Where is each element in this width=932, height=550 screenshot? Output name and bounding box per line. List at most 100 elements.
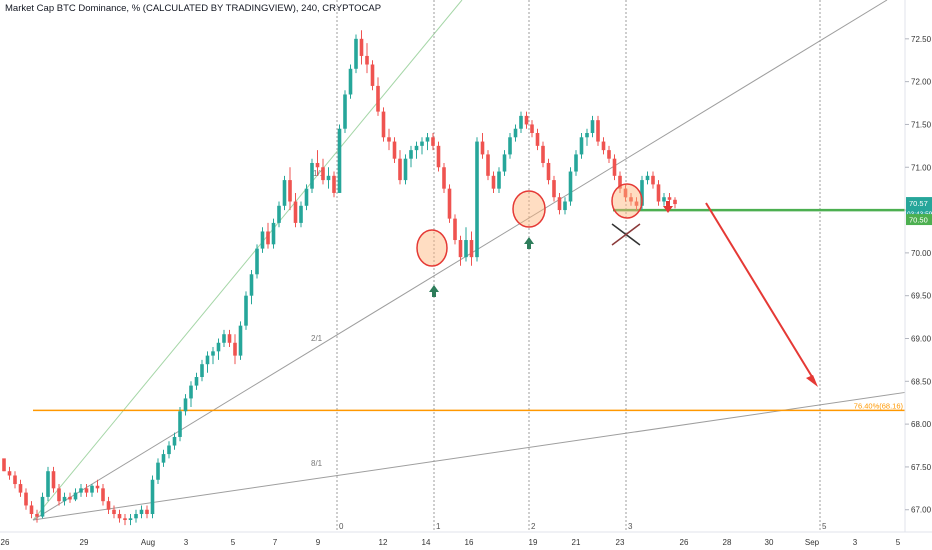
candle-body [365,55,369,65]
candle-body [392,141,397,159]
x-tick-label: 16 [465,538,474,547]
candle-body [288,180,292,202]
y-tick-label: 67.50 [911,463,932,472]
y-tick-label: 71.00 [911,163,932,172]
candle [266,222,270,249]
candle [46,466,50,502]
candle-body [530,124,534,134]
candle-body [304,188,309,206]
x-tick-label: 3 [853,538,858,547]
annotation-circle [512,190,546,228]
candle-body [222,334,226,343]
candle [475,137,479,262]
x-tick-label: 12 [379,538,388,547]
candle-body [574,154,578,172]
candle [480,133,485,159]
candle [656,180,661,206]
candle [277,201,281,228]
up-arrow-icon [429,285,439,297]
candle [299,201,303,228]
candle [497,167,501,193]
candle [315,150,320,176]
candle [508,133,512,159]
candles[interactable] [2,30,677,526]
chart-title: Market Cap BTC Dominance, % (CALCULATED … [5,3,382,14]
candle [458,235,463,266]
candle-body [73,492,78,500]
target-arrow-head-icon [806,375,818,387]
candle [244,291,248,330]
candle [211,347,215,365]
candle [106,496,111,515]
candle-body [634,201,639,206]
candle-body [233,342,237,356]
candle [24,488,28,510]
candle [128,514,133,526]
candle-body [354,38,358,69]
candle [13,471,17,489]
candle-body [123,518,127,521]
fan-line-8x1 [32,391,906,521]
candle [634,197,639,211]
candle-body [403,158,408,181]
candle [222,329,226,348]
candle-body [596,120,600,142]
candle [414,141,419,159]
candle [673,197,677,209]
candle [29,501,34,519]
candle [464,227,468,262]
x-tick-label: Aug [141,538,155,547]
candle [139,505,144,519]
candle-body [238,325,243,356]
candle [629,192,633,206]
candle-body [376,85,380,112]
x-tick-label: 23 [616,538,625,547]
x-tick-label: 29 [80,538,89,547]
candle [73,488,78,502]
candle-body [167,445,171,455]
y-tick-label: 69.00 [911,334,932,343]
candle [359,30,364,65]
x-tick-label: 19 [529,538,538,547]
time-cycles: 0 1 2 3 5 [336,0,827,532]
candle-body [2,458,6,472]
candle [568,167,573,206]
candle [161,449,166,467]
candle [337,124,342,193]
candle-body [84,488,89,493]
candle [167,441,171,459]
candle [607,145,611,163]
candle [612,154,617,181]
candle [205,351,210,373]
annotation-circle [611,183,643,219]
candle-body [255,248,259,275]
candle-body [24,492,28,506]
price-tags: 70.5703:43:5970.50 [906,197,932,226]
candle-body [161,454,166,463]
fan-line-1x1 [32,0,463,521]
annotation-circle [416,229,448,267]
cycle-label: 2 [531,522,536,531]
candle [370,60,375,91]
y-tick-label: 69.50 [911,292,932,301]
candle-body [453,218,457,241]
fan-label: 1/1 [313,169,325,178]
last-price-label: 70.57 [909,199,928,208]
candle [178,406,182,442]
candle-body [414,145,419,151]
candle [326,167,331,189]
candle-body [585,133,589,138]
candle-body [464,240,468,258]
candle [117,509,122,523]
candle [376,77,380,116]
support-price-label: 70.50 [909,216,928,225]
candle-body [178,411,182,437]
candle-body [150,479,155,515]
candle [95,479,100,493]
candle [365,43,369,74]
fan-label: 8/1 [311,459,323,468]
price-levels: 76.40%(68.16) [33,208,905,412]
y-tick-label: 68.50 [911,377,932,386]
cycle-label: 1 [436,522,441,531]
